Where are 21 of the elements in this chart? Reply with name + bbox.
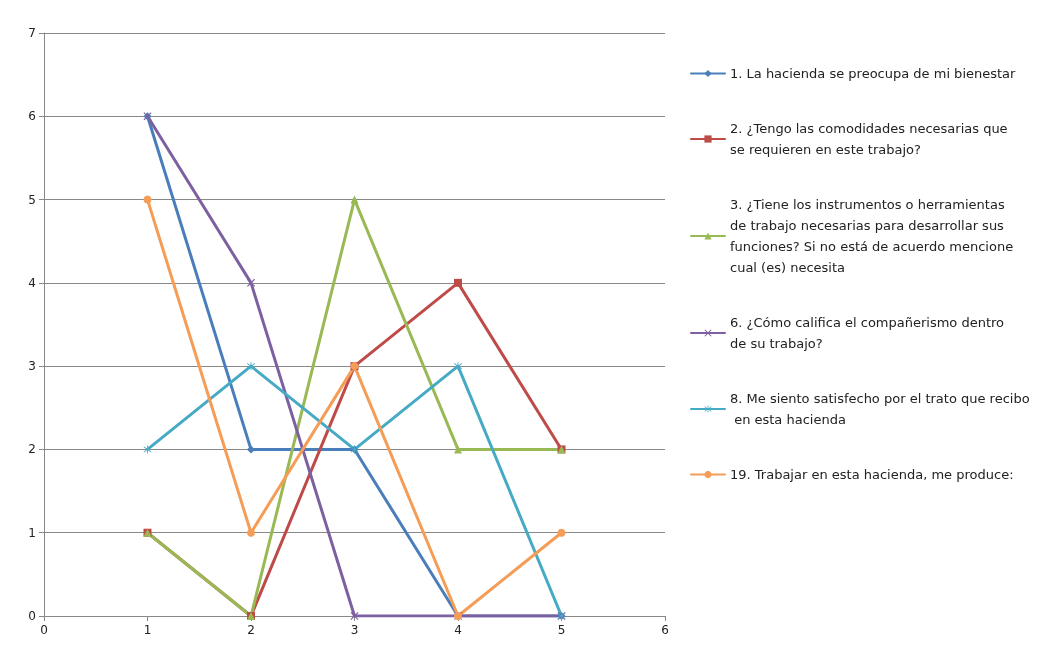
y-tick-label: 6 — [28, 109, 36, 124]
legend-label: 6. ¿Cómo califica el compañerismo dentro de su trabajo? — [730, 315, 1009, 351]
legend-label: 1. La hacienda se preocupa de mi bienestar — [730, 66, 1017, 81]
legend-label: 8. Me siento satisfecho por el trato que recibo en esta hacienda — [730, 391, 1030, 427]
x-tick-label: 0 — [40, 623, 48, 637]
legend-label: 19. Trabajar en esta hacienda, me produce: — [730, 467, 1014, 482]
x-tick-label: 5 — [557, 623, 566, 637]
y-tick-label: 2 — [28, 442, 36, 457]
x-tick-label: 1 — [143, 623, 152, 637]
x-tick-label: 6 — [661, 623, 669, 637]
y-tick-label: 4 — [28, 275, 36, 290]
y-tick-label: 7 — [28, 26, 36, 40]
x-tick-label: 2 — [247, 623, 255, 637]
x-tick-label: 4 — [454, 623, 462, 637]
legend-label: 2. ¿Tengo las comodidades necesarias que se requieren en este trabajo? — [730, 121, 1012, 157]
y-tick-label: 1 — [28, 525, 36, 540]
y-tick-label: 5 — [28, 192, 36, 207]
y-tick-label: 3 — [28, 359, 36, 374]
legend-label: 3. ¿Tiene los instrumentos o herramientas de trabajo necesarias para desarrollar sus funciones? Si no está de acuerdo mencione cual (es) necesita — [730, 197, 1018, 275]
y-tick-label: 0 — [28, 609, 36, 623]
x-tick-label: 3 — [350, 623, 359, 637]
